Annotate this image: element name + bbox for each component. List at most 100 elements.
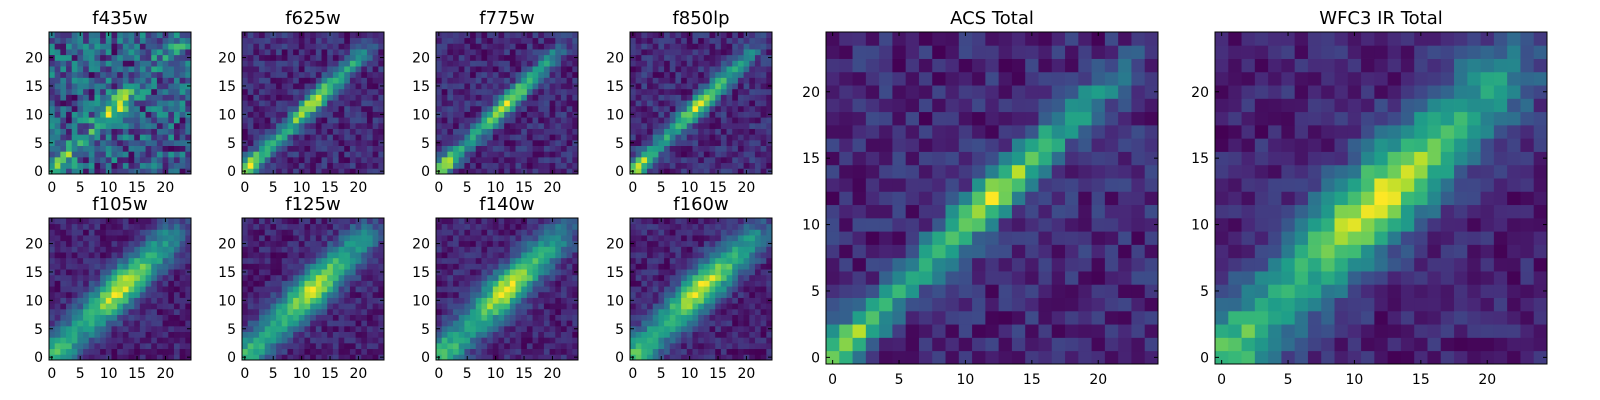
heatmap-cell (698, 291, 705, 298)
heatmap-cell (630, 88, 637, 95)
heatmap-cell (122, 274, 129, 281)
heatmap-cell (338, 54, 345, 61)
heatmap-cell (122, 240, 129, 247)
heatmap-cell (327, 77, 334, 84)
heatmap-cell (526, 100, 533, 107)
heatmap-cell (287, 151, 294, 158)
heatmap-cell (532, 156, 539, 164)
heatmap-cell (49, 314, 56, 321)
heatmap-cell (287, 32, 294, 39)
heatmap-cell (361, 139, 368, 146)
heatmap-cell (726, 291, 733, 298)
heatmap-cell (315, 156, 322, 164)
heatmap-cell (179, 54, 186, 61)
heatmap-cell (372, 252, 379, 259)
heatmap-cell (71, 303, 78, 310)
heatmap-cell (509, 325, 516, 332)
heatmap-cell (54, 122, 61, 129)
heatmap-cell (538, 94, 545, 101)
heatmap-cell (349, 240, 356, 247)
heatmap-cell (766, 88, 773, 95)
heatmap-cell (259, 168, 266, 175)
heatmap-cell (179, 77, 186, 84)
heatmap-cell (151, 156, 158, 164)
heatmap-cell (94, 122, 101, 129)
heatmap-cell (766, 342, 773, 350)
heatmap-cell (83, 156, 90, 164)
heatmap-cell (349, 303, 356, 310)
heatmap-cell (304, 43, 311, 50)
heatmap-cell (743, 156, 750, 164)
heatmap-cell (94, 156, 101, 164)
heatmap-cell (344, 162, 351, 169)
x-tick-label: 0 (240, 366, 249, 382)
heatmap-cell (458, 269, 465, 276)
heatmap-cell (669, 105, 676, 112)
heatmap-cell (281, 88, 288, 95)
heatmap-cell (122, 168, 129, 175)
heatmap-cell (538, 162, 545, 169)
heatmap-cell (549, 308, 556, 315)
heatmap-cell (139, 54, 146, 61)
heatmap-cell (754, 274, 762, 281)
heatmap-cell (715, 71, 722, 78)
heatmap-cell (321, 122, 328, 129)
heatmap-cell (264, 66, 271, 73)
heatmap-cell (641, 314, 648, 321)
heatmap-cell (122, 105, 129, 112)
heatmap-cell (247, 218, 254, 225)
heatmap-cell (532, 77, 539, 84)
heatmap-cell (453, 263, 460, 270)
heatmap-cell (487, 128, 494, 135)
heatmap-cell (709, 151, 716, 158)
heatmap-cell (247, 240, 254, 247)
heatmap-cell (543, 291, 550, 298)
heatmap-cell (173, 37, 181, 44)
heatmap-cell (134, 60, 141, 67)
heatmap-cell (732, 145, 739, 152)
heatmap-cell (145, 43, 152, 50)
heatmap-cell (253, 342, 260, 350)
heatmap-cell (526, 331, 533, 338)
heatmap-cell (173, 235, 181, 242)
heatmap-cell (698, 303, 705, 310)
heatmap-cell (538, 218, 545, 225)
heatmap-cell (185, 100, 192, 107)
heatmap-cell (66, 286, 73, 293)
heatmap-cell (436, 246, 443, 253)
heatmap-cell (259, 100, 266, 107)
heatmap-cell (475, 162, 482, 169)
heatmap-cell (652, 128, 659, 135)
heatmap-cell (242, 337, 249, 344)
heatmap-cell (652, 342, 659, 350)
heatmap-cell (453, 291, 460, 298)
heatmap-cell (139, 168, 146, 175)
heatmap-cell (366, 246, 374, 253)
heatmap-cell (344, 291, 351, 298)
heatmap-cell (168, 342, 175, 350)
heatmap-cell (310, 145, 317, 152)
heatmap-cell (332, 274, 339, 281)
heatmap-cell (60, 139, 67, 146)
axes-frame (241, 217, 385, 361)
heatmap-cell (737, 83, 744, 90)
heatmap-cell (344, 223, 351, 230)
heatmap-cell (304, 94, 311, 101)
heatmap-cell (526, 308, 533, 315)
heatmap-cell (630, 320, 637, 327)
heatmap-cell (139, 246, 146, 253)
heatmap-cell (145, 303, 152, 310)
heatmap-cell (378, 49, 385, 56)
heatmap-cell (538, 122, 545, 129)
heatmap-cell (298, 297, 305, 304)
heatmap-cell (242, 162, 249, 169)
heatmap-cell (658, 308, 665, 315)
heatmap-cell (259, 60, 266, 67)
heatmap-cell (675, 32, 682, 39)
heatmap-cell (287, 60, 294, 67)
heatmap-cell (453, 60, 460, 67)
heatmap-cell (538, 331, 545, 338)
heatmap-cell (458, 117, 465, 124)
x-tick-label: 15 (515, 180, 533, 196)
heatmap-cell (247, 37, 254, 44)
